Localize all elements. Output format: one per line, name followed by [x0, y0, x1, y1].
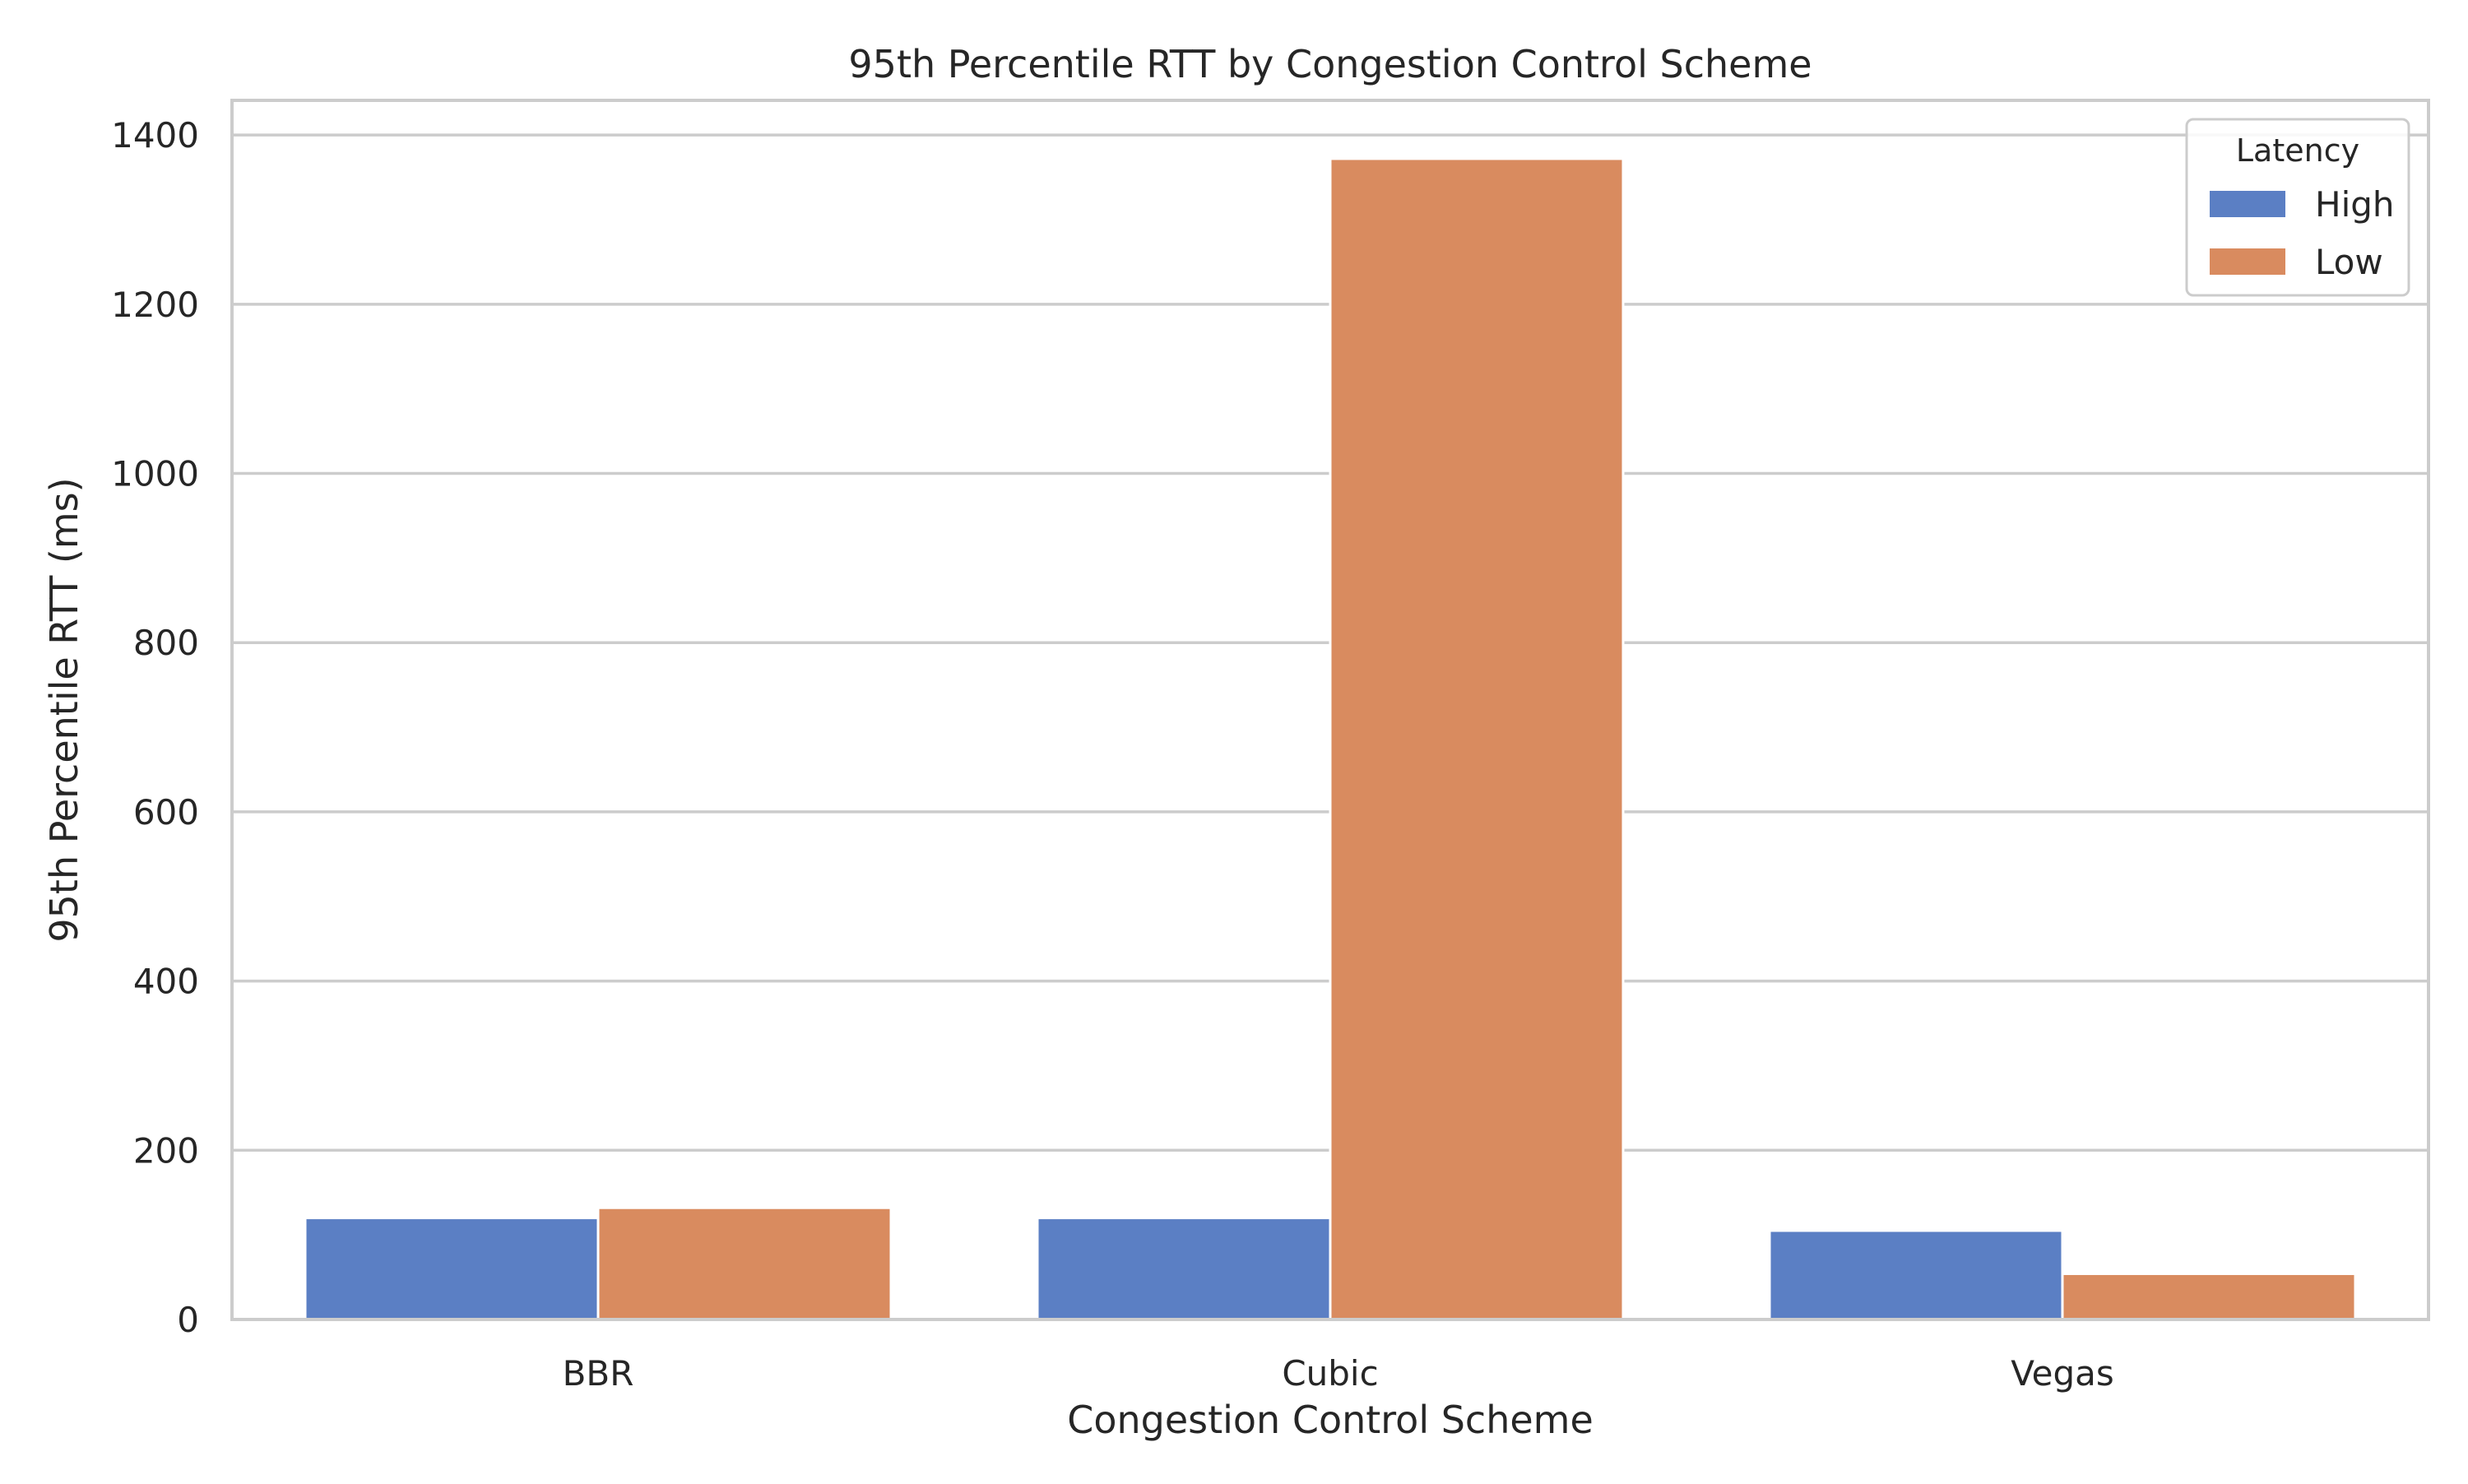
- x-axis-label: Congestion Control Scheme: [1067, 1398, 1594, 1442]
- y-tick-label: 1400: [111, 115, 199, 155]
- bar-cubic-low: [1329, 157, 1625, 1321]
- y-tick-label: 600: [133, 792, 199, 832]
- legend: Latency High Low: [2185, 118, 2410, 297]
- x-tick-label: Vegas: [2011, 1353, 2114, 1394]
- y-tick-label: 0: [177, 1300, 199, 1340]
- legend-entries: High Low: [2210, 184, 2395, 282]
- legend-swatch-high: [2210, 191, 2285, 217]
- bar-vegas-high: [1768, 1229, 2064, 1321]
- plot-frame: [230, 99, 2430, 1321]
- x-tick-label: Cubic: [1282, 1353, 1378, 1394]
- y-tick-label: 800: [133, 623, 199, 663]
- y-axis-label: 95th Percentile RTT (ms): [42, 477, 86, 942]
- legend-label-high: High: [2315, 184, 2395, 225]
- bar-bbr-low: [596, 1206, 893, 1321]
- legend-label-low: Low: [2315, 242, 2383, 282]
- x-tick-label: BBR: [563, 1353, 634, 1394]
- bar-bbr-high: [304, 1217, 600, 1321]
- y-tick-label: 1000: [111, 454, 199, 494]
- y-tick-labels: 0 200 400 600 800 1000 1200 1400: [111, 115, 199, 1340]
- legend-title: Latency: [2236, 132, 2359, 169]
- bar-cubic-high: [1036, 1217, 1332, 1321]
- y-tick-label: 200: [133, 1130, 199, 1171]
- y-tick-label: 1200: [111, 285, 199, 325]
- chart-title: 95th Percentile RTT by Congestion Contro…: [848, 42, 1812, 86]
- bars: [304, 157, 2357, 1321]
- legend-swatch-low: [2210, 248, 2285, 275]
- y-tick-label: 400: [133, 962, 199, 1002]
- bar-vegas-low: [2061, 1272, 2357, 1321]
- x-tick-labels: BBR Cubic Vegas: [563, 1353, 2114, 1394]
